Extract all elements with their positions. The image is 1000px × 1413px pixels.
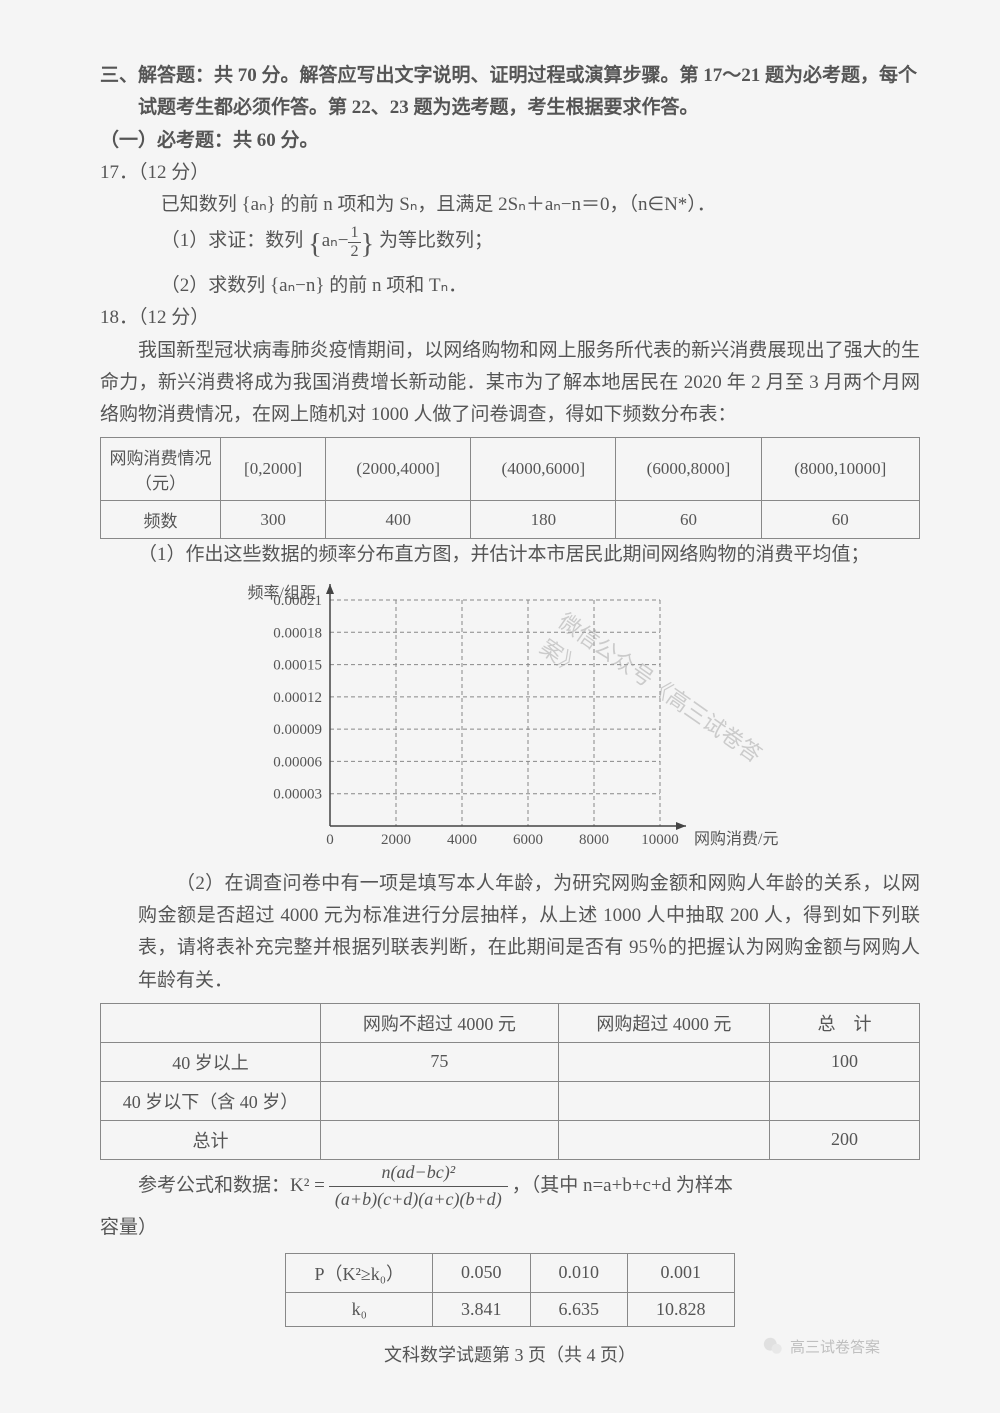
svg-text:0.00018: 0.00018 xyxy=(273,625,322,641)
cont-h-2: 网购超过 4000 元 xyxy=(558,1003,769,1042)
formula-num: n(ad−bc)² xyxy=(329,1160,508,1187)
q17-p1-mid: aₙ− xyxy=(322,230,349,251)
cont-h-1: 网购不超过 4000 元 xyxy=(321,1003,559,1042)
k2-fraction: n(ad−bc)² (a+b)(c+d)(a+c)(b+d) xyxy=(329,1160,508,1212)
cont-r0c1: 75 xyxy=(321,1042,559,1081)
watermark-bottom-right: 高三试卷答案 xyxy=(762,1335,880,1357)
q18-paragraph: 我国新型冠状病毒肺炎疫情期间，以网络购物和网上服务所代表的新兴消费展现出了强大的… xyxy=(100,335,920,432)
svg-text:10000: 10000 xyxy=(641,832,679,848)
table-row: 频数 300 400 180 60 60 xyxy=(101,501,920,539)
p-r-3: 10.828 xyxy=(628,1292,735,1326)
freq-header-0: 网购消费情况 （元） xyxy=(101,438,221,501)
table-row: 网购消费情况 （元） [0,2000] (2000,4000] (4000,60… xyxy=(101,438,920,501)
freq-header-1: [0,2000] xyxy=(221,438,326,501)
contingency-table: 网购不超过 4000 元 网购超过 4000 元 总 计 40 岁以上 75 1… xyxy=(100,1003,920,1160)
q17-part2: （2）求数列 {aₙ−n} 的前 n 项和 Tₙ． xyxy=(100,270,920,302)
freq-header-2: (2000,4000] xyxy=(326,438,471,501)
formula-line: 参考公式和数据：K² = n(ad−bc)² (a+b)(c+d)(a+c)(b… xyxy=(100,1160,920,1212)
svg-text:6000: 6000 xyxy=(513,832,543,848)
svg-text:0.00015: 0.00015 xyxy=(273,657,322,673)
histogram-chart: 0.00003 0.00006 0.00009 0.00012 0.00015 0.000… xyxy=(220,580,780,860)
freq-row-label: 频数 xyxy=(101,501,221,539)
freq-val-3: 60 xyxy=(616,501,761,539)
p-h-1: 0.050 xyxy=(433,1253,531,1292)
cont-h-0 xyxy=(101,1003,321,1042)
watermark-text: 高三试卷答案 xyxy=(790,1336,880,1357)
cont-r2c1 xyxy=(321,1120,559,1159)
svg-text:0.00006: 0.00006 xyxy=(273,754,322,770)
cont-r0c3: 100 xyxy=(770,1042,920,1081)
table-row: P（K²≥k₀） 0.050 0.010 0.001 xyxy=(286,1253,734,1292)
cont-r1c1 xyxy=(321,1081,559,1120)
freq-header-3: (4000,6000] xyxy=(471,438,616,501)
freq-header-5: (8000,10000] xyxy=(761,438,919,501)
svg-text:4000: 4000 xyxy=(447,832,477,848)
cont-r0c0: 40 岁以上 xyxy=(101,1042,321,1081)
formula-den: (a+b)(c+d)(a+c)(b+d) xyxy=(329,1187,508,1213)
svg-text:0.00012: 0.00012 xyxy=(273,690,322,706)
q18-number: 18．（12 分） xyxy=(100,302,920,334)
svg-text:2000: 2000 xyxy=(381,832,411,848)
cont-r1c2 xyxy=(558,1081,769,1120)
svg-text:网购消费/元: 网购消费/元 xyxy=(694,830,778,848)
frequency-table: 网购消费情况 （元） [0,2000] (2000,4000] (4000,60… xyxy=(100,437,920,539)
p-r-1: 3.841 xyxy=(433,1292,531,1326)
svg-text:0.00009: 0.00009 xyxy=(273,722,322,738)
q18-q2-para: （2）在调查问卷中有一项是填写本人年龄，为研究网购金额和网购人年龄的关系，以网购… xyxy=(100,868,920,997)
cont-r2c3: 200 xyxy=(770,1120,920,1159)
table-row: 网购不超过 4000 元 网购超过 4000 元 总 计 xyxy=(101,1003,920,1042)
section-3-header: 三、解答题：共 70 分。解答应写出文字说明、证明过程或演算步骤。第 17～21… xyxy=(100,60,920,125)
cont-r2c2 xyxy=(558,1120,769,1159)
subsection-header: （一）必考题：共 60 分。 xyxy=(100,125,920,157)
cont-r0c2 xyxy=(558,1042,769,1081)
q18-para-text: 我国新型冠状病毒肺炎疫情期间，以网络购物和网上服务所代表的新兴消费展现出了强大的… xyxy=(100,335,920,432)
table-row: 40 岁以下（含 40 岁） xyxy=(101,1081,920,1120)
table-row: 总计 200 xyxy=(101,1120,920,1159)
freq-val-2: 180 xyxy=(471,501,616,539)
freq-header-4: (6000,8000] xyxy=(616,438,761,501)
svg-text:频率/组距: 频率/组距 xyxy=(248,584,316,602)
q18-q1: （1）作出这些数据的频率分布直方图，并估计本市居民此期间网络购物的消费平均值； xyxy=(100,539,920,571)
p-value-table: P（K²≥k₀） 0.050 0.010 0.001 k₀ 3.841 6.63… xyxy=(285,1253,734,1327)
q17-part1: （1）求证：数列 {aₙ−12} 为等比数列； xyxy=(100,221,920,269)
p-h-3: 0.001 xyxy=(628,1253,735,1292)
table-row: k₀ 3.841 6.635 10.828 xyxy=(286,1292,734,1326)
q17-intro: 已知数列 {aₙ} 的前 n 项和为 Sₙ，且满足 2Sₙ＋aₙ−n＝0，（n∈… xyxy=(100,189,920,221)
cont-h-3: 总 计 xyxy=(770,1003,920,1042)
freq-val-0: 300 xyxy=(221,501,326,539)
chart-svg: 0.00003 0.00006 0.00009 0.00012 0.00015 0.000… xyxy=(220,580,780,860)
p-r-2: 6.635 xyxy=(530,1292,628,1326)
p-r-0: k₀ xyxy=(286,1292,433,1326)
q17-number: 17．（12 分） xyxy=(100,157,920,189)
wechat-icon xyxy=(762,1335,784,1357)
q18-q2-text: （2）在调查问卷中有一项是填写本人年龄，为研究网购金额和网购人年龄的关系，以网购… xyxy=(138,868,920,997)
svg-text:0.00003: 0.00003 xyxy=(273,786,322,802)
freq-val-4: 60 xyxy=(761,501,919,539)
svg-text:0: 0 xyxy=(326,832,334,848)
formula-lead: 参考公式和数据：K² = xyxy=(138,1170,325,1202)
p-h-2: 0.010 xyxy=(530,1253,628,1292)
brace-right: } xyxy=(361,229,375,260)
q17-frac: 12 xyxy=(348,224,360,261)
q17-p1-tail: 为等比数列； xyxy=(379,230,493,251)
formula-tail: ，（其中 n=a+b+c+d 为样本 xyxy=(512,1170,733,1202)
cont-r1c0: 40 岁以下（含 40 岁） xyxy=(101,1081,321,1120)
q17-p1-lead: （1）求证：数列 xyxy=(161,230,304,251)
section-3-title: 三、解答题：共 70 分。解答应写出文字说明、证明过程或演算步骤。第 17～21… xyxy=(100,65,917,118)
cont-r1c3 xyxy=(770,1081,920,1120)
freq-val-1: 400 xyxy=(326,501,471,539)
p-h-0: P（K²≥k₀） xyxy=(286,1253,433,1292)
svg-text:8000: 8000 xyxy=(579,832,609,848)
table-row: 40 岁以上 75 100 xyxy=(101,1042,920,1081)
brace-left: { xyxy=(308,229,322,260)
cont-r2c0: 总计 xyxy=(101,1120,321,1159)
formula-end: 容量） xyxy=(100,1212,920,1244)
